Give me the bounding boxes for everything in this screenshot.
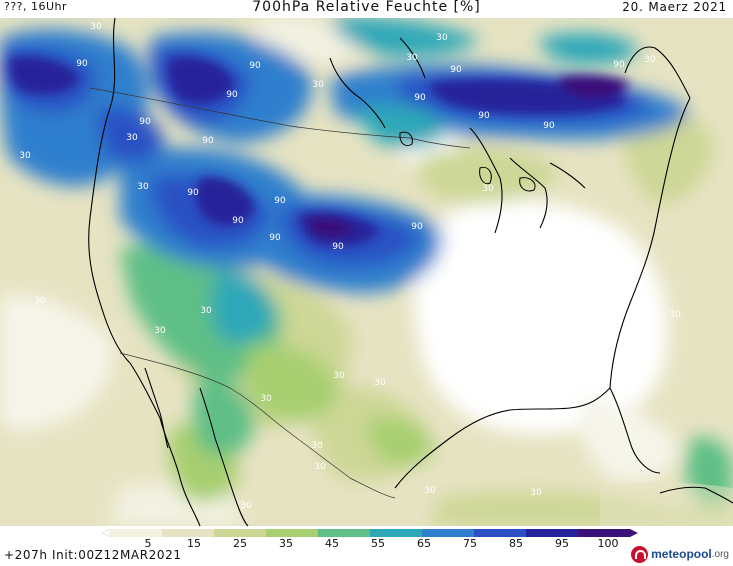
contour-label-90: 90 (139, 117, 151, 127)
contour-label-30: 30 (137, 182, 149, 192)
legend-label: 15 (187, 537, 201, 548)
logo-suffix: .org (711, 548, 729, 560)
contour-label-90: 90 (76, 59, 88, 69)
contour-label-30: 30 (333, 371, 345, 381)
contour-label-90: 90 (249, 61, 261, 71)
map-header: ???, 16Uhr 700hPa Relative Feuchte [%] 2… (0, 0, 733, 18)
lakes (399, 131, 536, 192)
legend-swatch (162, 529, 215, 537)
coastlines (88, 18, 733, 526)
legend-label: 5 (145, 537, 152, 548)
legend-swatch (318, 529, 371, 537)
gulf-shade (600, 482, 733, 526)
contour-labels: 90 90 90 90 90 90 90 90 90 90 90 90 90 9… (19, 22, 681, 511)
contour-label-30: 30 (482, 184, 494, 194)
contour-label-30: 30 (669, 310, 681, 320)
contour-label-30: 30 (34, 296, 46, 306)
contour-label-30: 30 (260, 394, 272, 404)
legend-label: 85 (509, 537, 523, 548)
contour-label-90: 90 (274, 196, 286, 206)
forecast-time-label: ???, 16Uhr (4, 0, 68, 13)
valid-date-label: 20. Maerz 2021 (622, 0, 727, 14)
map-title: 700hPa Relative Feuchte [%] (252, 0, 481, 15)
contour-label-90: 90 (613, 60, 625, 70)
contour-label-30: 30 (200, 306, 212, 316)
legend-swatch (526, 529, 579, 537)
contour-label-90: 90 (411, 222, 423, 232)
contour-label-30: 30 (312, 80, 324, 90)
legend-bar: 5 15 25 35 45 55 65 75 85 95 100 (101, 528, 638, 550)
logo-text: meteopool (651, 547, 712, 561)
contour-label-30: 30 (311, 441, 323, 451)
contour-label-30: 30 (530, 488, 542, 498)
contour-label-90: 90 (202, 136, 214, 146)
legend-right-tip (630, 529, 638, 537)
legend-label: 95 (555, 537, 569, 548)
model-run-label: +207h Init:00Z12MAR2021 (4, 548, 182, 562)
color-legend: 5 15 25 35 45 55 65 75 85 95 100 (0, 526, 733, 566)
contour-label-30: 30 (240, 501, 252, 511)
contour-label-90: 90 (543, 121, 555, 131)
contour-label-90: 90 (232, 216, 244, 226)
contour-label-30: 30 (436, 33, 448, 43)
contour-label-30: 30 (90, 22, 102, 32)
contour-label-30: 30 (154, 326, 166, 336)
meteopool-logo[interactable]: meteopool .org (631, 545, 729, 563)
contour-label-30: 30 (644, 55, 656, 65)
legend-left-tip (101, 528, 111, 538)
legend-label: 65 (417, 537, 431, 548)
legend-label: 25 (233, 537, 247, 548)
legend-swatch (422, 529, 475, 537)
contour-label-90: 90 (414, 93, 426, 103)
legend-label: 100 (598, 537, 619, 548)
contour-label-30: 30 (314, 462, 326, 472)
contour-label-30: 30 (126, 133, 138, 143)
humidity-map-canvas: 90 90 90 90 90 90 90 90 90 90 90 90 90 9… (0, 18, 733, 526)
meteopool-logo-icon (631, 545, 649, 563)
legend-label: 75 (463, 537, 477, 548)
legend-label: 45 (325, 537, 339, 548)
contour-label-30: 30 (374, 378, 386, 388)
contour-label-90: 90 (478, 111, 490, 121)
humidity-core (9, 56, 630, 247)
legend-label: 35 (279, 537, 293, 548)
contour-label-90: 90 (332, 242, 344, 252)
legend-swatch (370, 529, 423, 537)
legend-swatch (578, 529, 631, 537)
legend-swatch (266, 529, 319, 537)
legend-label: 55 (371, 537, 385, 548)
contour-label-90: 90 (450, 65, 462, 75)
legend-swatch (110, 529, 163, 537)
borders (89, 87, 471, 499)
contour-label-90: 90 (226, 90, 238, 100)
contour-label-90: 90 (269, 233, 281, 243)
contour-label-30: 30 (19, 151, 31, 161)
legend-swatch (474, 529, 527, 537)
humidity-map: 90 90 90 90 90 90 90 90 90 90 90 90 90 9… (0, 18, 733, 526)
legend-swatch (214, 529, 267, 537)
contour-label-30: 30 (406, 53, 418, 63)
contour-label-30: 30 (424, 486, 436, 496)
contour-label-90: 90 (187, 188, 199, 198)
